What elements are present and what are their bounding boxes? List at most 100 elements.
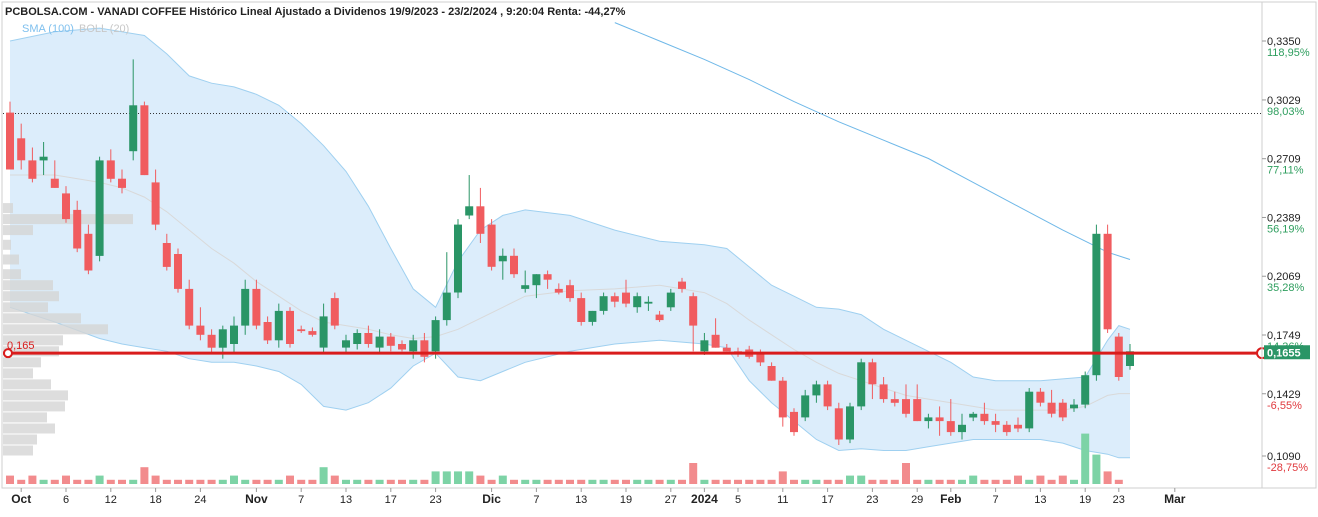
candle-body	[1036, 391, 1045, 403]
volume-bar	[834, 479, 843, 484]
volume-profile-bar	[3, 214, 133, 225]
volume-bar	[566, 479, 574, 484]
x-tick-label: 12	[105, 494, 117, 506]
volume-bar	[118, 479, 126, 484]
volume-bar	[151, 475, 160, 484]
candle-body	[84, 233, 93, 271]
volume-bar	[902, 463, 910, 484]
volume-bar	[543, 479, 552, 484]
volume-bar	[1070, 479, 1078, 484]
candle-body	[711, 334, 720, 348]
volume-profile-bar	[3, 291, 59, 302]
candle-body	[73, 209, 82, 249]
volume-bar	[6, 475, 14, 484]
volume-bar	[162, 479, 171, 484]
y-tick-price-label: 0,2709	[1267, 154, 1301, 166]
candle-body	[151, 182, 160, 225]
volume-profile-bar	[3, 254, 19, 265]
volume-bar	[498, 475, 507, 484]
volume-bar	[935, 479, 944, 484]
candle-body	[454, 224, 462, 293]
volume-bar	[476, 475, 485, 484]
volume-bar	[364, 479, 373, 484]
candle-body	[857, 362, 866, 407]
candle-body	[823, 384, 832, 407]
volume-bar	[980, 479, 989, 484]
x-tick-label: 7	[993, 494, 999, 506]
x-tick-label: 13	[575, 494, 587, 506]
y-tick-price-label: 0,2389	[1267, 212, 1301, 224]
candle-body	[946, 421, 955, 433]
candle-body	[330, 298, 339, 326]
x-tick-label: 2024	[691, 492, 718, 506]
candle-body	[118, 178, 126, 188]
candle-body	[39, 156, 48, 161]
volume-bar	[129, 479, 138, 484]
volume-bar	[1025, 479, 1034, 484]
candle-body	[801, 395, 810, 418]
candle-body	[431, 320, 440, 352]
volume-bar	[263, 479, 272, 484]
candle-body	[924, 417, 933, 422]
volume-bar	[924, 479, 933, 484]
candle-body	[297, 329, 306, 332]
volume-bar	[487, 479, 496, 484]
last-price-label: 0,1655	[1267, 347, 1301, 359]
volume-bar	[633, 479, 642, 484]
x-tick-label: Dic	[482, 492, 501, 506]
x-tick-label: 11	[777, 494, 788, 506]
candle-body	[846, 406, 854, 440]
x-tick-label: 5	[735, 494, 741, 506]
candle-body	[1047, 402, 1056, 414]
candle-body	[28, 160, 37, 179]
last-price-badge	[1264, 345, 1310, 360]
candle-body	[790, 411, 798, 433]
x-tick-label: 23	[1113, 494, 1125, 506]
x-tick-label: Mar	[1164, 492, 1186, 506]
candle-body	[958, 424, 966, 433]
candle-body	[678, 281, 686, 289]
volume-bar	[745, 479, 754, 484]
volume-profile-bar	[3, 203, 13, 214]
candle-body	[207, 334, 216, 348]
volume-bar	[946, 479, 955, 484]
y-tick-price-label: 0,1090	[1267, 451, 1301, 463]
y-tick-price-label: 0,3350	[1267, 36, 1301, 48]
volume-bar	[420, 479, 429, 484]
x-tick-label: Nov	[245, 492, 268, 506]
candle-body	[913, 399, 922, 422]
x-tick-label: 27	[665, 494, 677, 506]
volume-bar	[174, 479, 182, 484]
y-tick-percent-label: -6,55%	[1267, 400, 1302, 412]
y-tick-price-label: 0,1429	[1267, 389, 1301, 401]
volume-bar	[297, 479, 306, 484]
x-tick-label: 17	[821, 494, 833, 506]
volume-profile-bar	[3, 280, 53, 291]
candle-body	[510, 255, 518, 275]
candle-body	[286, 310, 294, 344]
candle-body	[778, 380, 787, 418]
volume-bar	[678, 479, 686, 484]
volume-bar	[1002, 479, 1011, 484]
volume-bar	[521, 479, 530, 484]
candle-body	[62, 193, 70, 220]
volume-bar	[610, 479, 619, 484]
volume-profile-bar	[3, 346, 59, 357]
volume-bar	[700, 479, 709, 484]
volume-bar	[454, 471, 462, 484]
volume-bar	[554, 479, 563, 484]
candle-body	[498, 255, 507, 262]
candle-body	[106, 160, 115, 179]
sma-indicator-label: SMA (100)	[22, 23, 74, 35]
volume-bar	[84, 479, 93, 484]
volume-bar	[1103, 471, 1112, 484]
volume-bar	[588, 479, 597, 484]
candle-body	[1002, 424, 1011, 433]
candle-body	[1081, 375, 1090, 405]
candle-body	[644, 301, 653, 304]
volume-bar	[230, 475, 238, 484]
x-tick-label: 19	[1079, 494, 1091, 506]
candle-body	[465, 206, 474, 216]
